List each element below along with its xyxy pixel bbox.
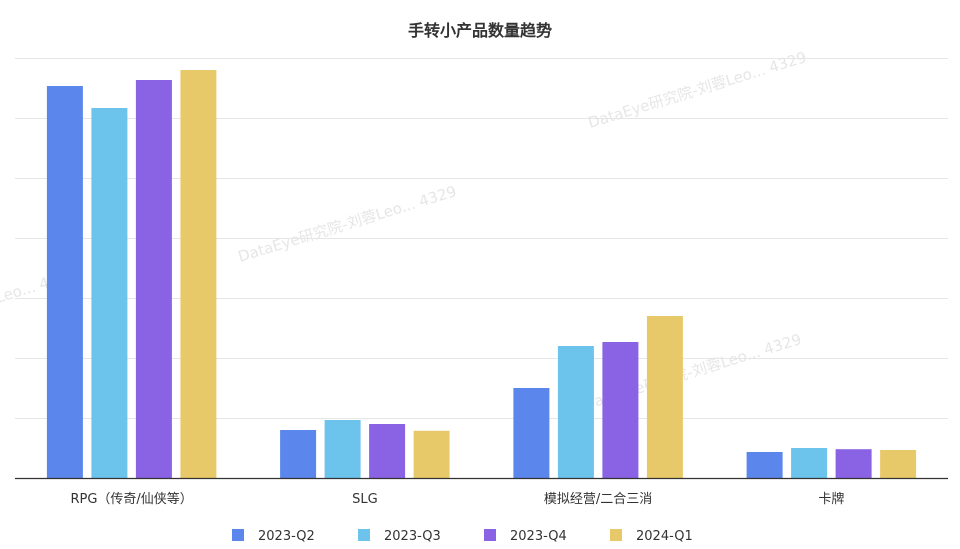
bar-2023-Q4-0 xyxy=(135,80,172,478)
chart-title: 手转小产品数量趋势 xyxy=(408,21,552,40)
bar-2023-Q2-0 xyxy=(46,86,83,478)
legend-swatch xyxy=(484,529,496,541)
legend-label: 2023-Q2 xyxy=(258,529,315,544)
legend-swatch xyxy=(358,529,370,541)
x-tick-label: 卡牌 xyxy=(818,491,844,507)
bar-2024-Q1-1 xyxy=(413,430,450,478)
bar-2023-Q3-0 xyxy=(91,108,128,478)
bars xyxy=(46,70,917,478)
bar-2023-Q2-1 xyxy=(280,430,317,478)
bar-2023-Q3-2 xyxy=(557,346,594,478)
legend-label: 2023-Q4 xyxy=(510,529,567,544)
x-tick-label: SLG xyxy=(352,492,378,507)
bar-2023-Q2-2 xyxy=(513,388,550,478)
x-tick-label: 模拟经营/二合三消 xyxy=(544,492,652,507)
bar-2023-Q2-3 xyxy=(746,452,783,478)
bar-2023-Q4-3 xyxy=(835,449,872,478)
x-axis-labels: RPG（传奇/仙侠等） SLG 模拟经营/二合三消 卡牌 xyxy=(70,491,844,507)
bar-2024-Q1-0 xyxy=(180,70,217,478)
legend: 2023-Q2 2023-Q3 2023-Q4 2024-Q1 xyxy=(232,529,693,544)
bar-2023-Q4-1 xyxy=(369,424,406,478)
bar-2024-Q1-2 xyxy=(646,316,683,478)
legend-swatch xyxy=(610,529,622,541)
bar-2024-Q1-3 xyxy=(880,450,917,478)
bar-2023-Q4-2 xyxy=(602,342,639,478)
legend-label: 2024-Q1 xyxy=(636,529,693,544)
x-tick-label: RPG（传奇/仙侠等） xyxy=(70,491,192,507)
legend-label: 2023-Q3 xyxy=(384,529,441,544)
bar-2023-Q3-3 xyxy=(791,448,828,478)
watermark-text: DataEye研究院-刘蓉Leo... 4329 xyxy=(236,182,459,266)
bar-2023-Q3-1 xyxy=(324,420,361,478)
watermark-text: DataEye研究院-刘蓉Leo... 4329 xyxy=(586,48,809,132)
legend-swatch xyxy=(232,529,244,541)
